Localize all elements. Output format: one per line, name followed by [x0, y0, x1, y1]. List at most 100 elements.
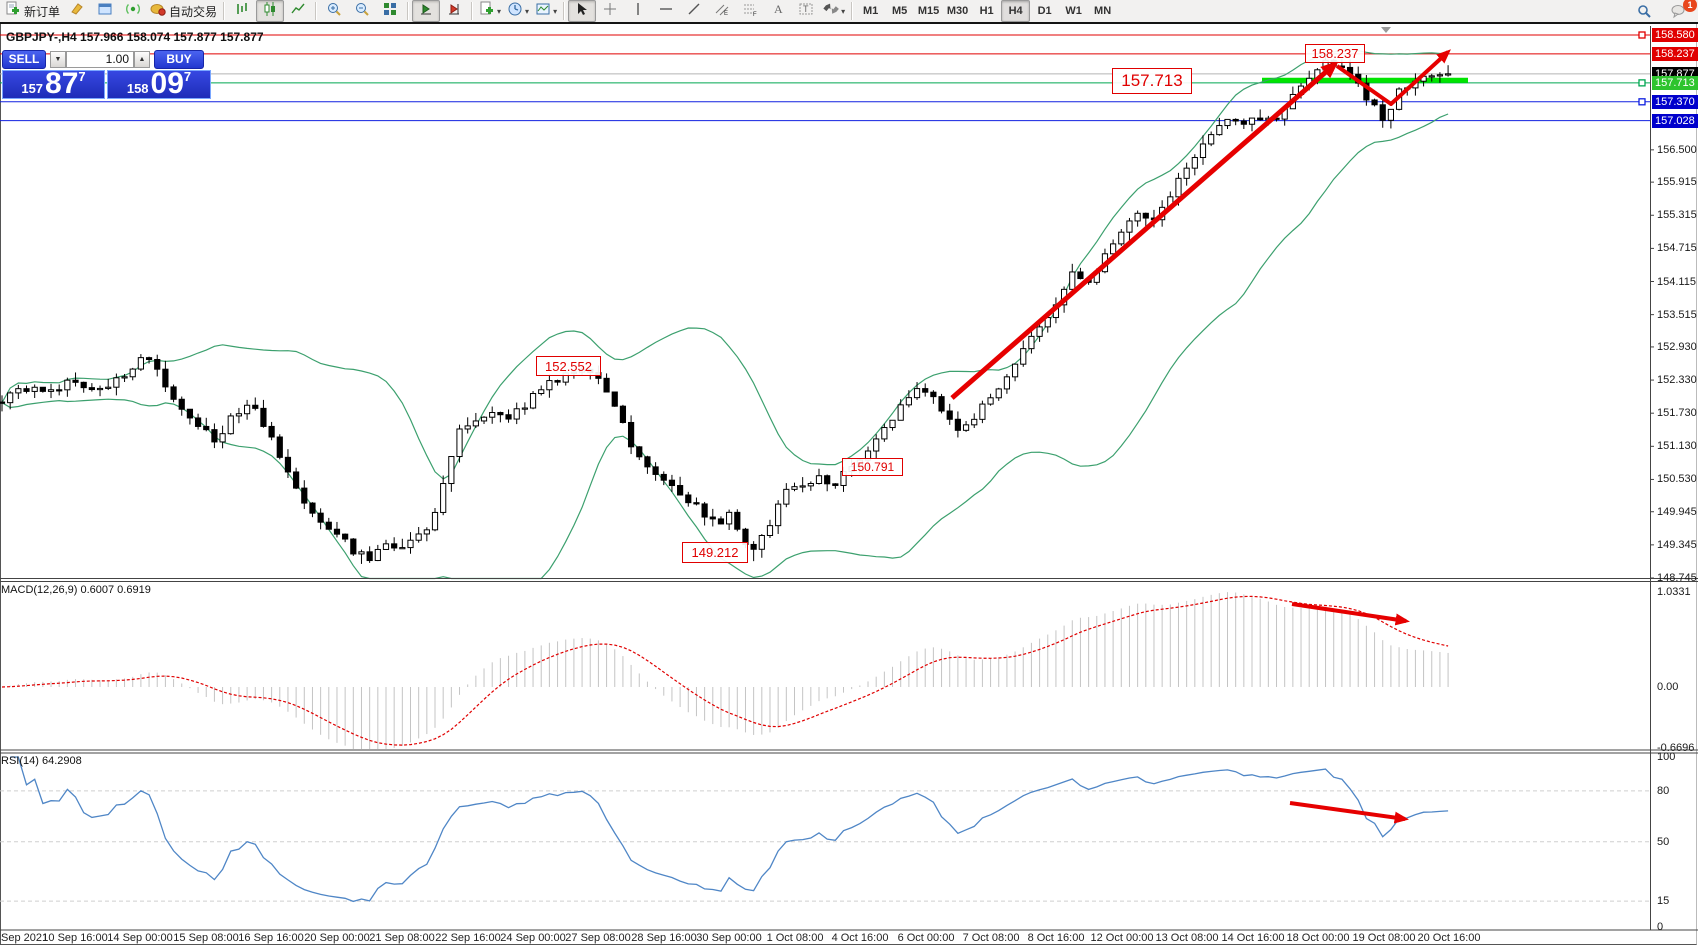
trend-arrow[interactable] — [1289, 801, 1409, 824]
timeframe-h4[interactable]: H4 — [1001, 0, 1031, 22]
horizontal-line-tool-button[interactable] — [652, 0, 680, 22]
svg-text:A: A — [774, 2, 783, 16]
bar-chart-button[interactable] — [228, 0, 256, 22]
line-handle[interactable] — [1638, 31, 1646, 39]
timeframe-m15[interactable]: M15 — [917, 5, 940, 17]
sell-price-sup: 7 — [78, 69, 86, 84]
date-axis-label: 16 Sep 16:00 — [238, 932, 304, 944]
timeframe-m30[interactable]: M30 — [946, 5, 969, 17]
line-handle[interactable] — [1638, 79, 1646, 87]
date-axis-label: 6 Oct 00:00 — [897, 932, 955, 944]
trend-arrow[interactable] — [1335, 49, 1451, 106]
sell-button[interactable]: SELL — [2, 49, 46, 69]
trendline-tool-button[interactable] — [680, 0, 708, 22]
templates-button[interactable]: ▾ — [532, 0, 560, 22]
sell-price-box[interactable]: 157 87 7 — [2, 67, 105, 100]
zoom-out-button[interactable] — [348, 0, 376, 22]
market-watch-button[interactable] — [91, 0, 119, 22]
line-chart-button[interactable] — [284, 0, 312, 22]
search-button[interactable] — [1630, 2, 1658, 24]
rsi-axis-tick: 0 — [1657, 920, 1664, 933]
search-icon — [1636, 3, 1652, 24]
fibonacci-tool-button[interactable]: F — [736, 0, 764, 22]
indicators-button[interactable]: ▾ — [476, 0, 504, 22]
timeframe-group: M1 M5 M15 M30 H1 H4 D1 W1 MN — [856, 0, 1117, 22]
volume-input[interactable]: 1.00 — [66, 50, 134, 68]
text-label-tool-button[interactable]: T — [792, 0, 820, 22]
price-annotation[interactable]: 149.212 — [682, 542, 748, 563]
price-level-label: 157.028 — [1652, 113, 1698, 128]
channel-tool-button[interactable]: E — [708, 0, 736, 22]
price-axis-tick: 155.915 — [1657, 176, 1697, 189]
vertical-line-icon — [630, 1, 646, 22]
trend-arrow[interactable] — [950, 60, 1339, 400]
price-axis-tick: 149.345 — [1657, 538, 1697, 551]
date-axis-label: 14 Sep 00:00 — [107, 932, 173, 944]
rsi-axis-tick: 100 — [1657, 751, 1676, 763]
line-handle[interactable] — [1638, 98, 1646, 106]
timeframe-d1[interactable]: D1 — [1037, 5, 1052, 17]
candlestick-chart-button[interactable] — [256, 0, 285, 22]
timeframe-w1[interactable]: W1 — [1065, 5, 1082, 17]
buy-price-box[interactable]: 158 09 7 — [107, 69, 211, 99]
rsi-axis-tick: 80 — [1657, 784, 1670, 797]
price-axis-tick: 154.115 — [1657, 275, 1696, 288]
price-level-label: 157.713 — [1652, 75, 1698, 90]
chart-shift-icon — [446, 1, 462, 22]
date-axis-label: 18 Oct 00:00 — [1286, 932, 1350, 944]
cursor-tool-button[interactable] — [568, 0, 597, 22]
crosshair-tool-button[interactable] — [596, 0, 624, 22]
price-axis-tick: 148.745 — [1657, 571, 1697, 584]
tile-windows-button[interactable] — [376, 0, 404, 22]
new-order-icon — [5, 1, 21, 22]
buy-price-small: 158 — [126, 81, 149, 96]
date-axis-label: 15 Sep 08:00 — [173, 932, 239, 944]
date-axis-label: 24 Sep 00:00 — [500, 932, 566, 944]
price-annotation[interactable]: 150.791 — [842, 458, 903, 476]
arrows-icon — [823, 1, 839, 22]
timeframe-mn[interactable]: MN — [1094, 5, 1112, 17]
equidistant-channel-icon: E — [714, 1, 730, 22]
timeframe-h1[interactable]: H1 — [979, 5, 994, 17]
rsi-axis-tick: 15 — [1657, 895, 1670, 908]
macd-signal-line — [1, 595, 1449, 746]
bar-chart-icon — [234, 1, 250, 22]
date-axis-label: 20 Oct 16:00 — [1417, 932, 1481, 944]
periods-clock-button[interactable]: ▾ — [504, 0, 532, 22]
new-order-button[interactable]: 新订单 — [2, 0, 63, 22]
rsi-axis-tick: 50 — [1657, 835, 1670, 848]
vertical-line-tool-button[interactable] — [624, 0, 652, 22]
signals-button[interactable] — [119, 0, 147, 22]
price-axis-tick: 152.330 — [1657, 374, 1697, 387]
macd-axis-tick: -0.6696 — [1657, 742, 1695, 754]
timeframe-m5[interactable]: M5 — [891, 5, 908, 17]
arrows-tool-button[interactable]: ▾ — [820, 0, 848, 22]
chart-shift-button[interactable] — [440, 0, 468, 22]
highlight-tool-button[interactable] — [63, 0, 91, 22]
zoom-in-button[interactable] — [320, 0, 348, 22]
volume-increase-button[interactable]: ▲ — [134, 50, 150, 68]
zoom-out-icon — [354, 1, 370, 22]
price-annotation[interactable]: 158.237 — [1305, 44, 1365, 63]
auto-scroll-button[interactable] — [412, 0, 441, 22]
text-tool-button[interactable]: A — [764, 0, 792, 22]
auto-trading-button[interactable]: 自动交易 — [147, 0, 220, 22]
auto-trading-icon — [150, 1, 166, 22]
price-annotation[interactable]: 157.713 — [1112, 68, 1192, 94]
macd-histogram — [9, 592, 1449, 749]
volume-decrease-button[interactable]: ▼ — [50, 50, 66, 68]
trend-arrow[interactable] — [1291, 602, 1410, 626]
timeframe-m1[interactable]: M1 — [862, 5, 879, 17]
price-level-label: 158.237 — [1652, 46, 1698, 61]
buy-button[interactable]: BUY — [154, 49, 204, 69]
price-axis-tick: 155.315 — [1657, 209, 1697, 222]
sell-price-big: 87 — [45, 67, 79, 100]
bollinger-upper-band — [1, 49, 1449, 480]
notifications-button[interactable]: 1 — [1664, 0, 1697, 24]
rsi-label: RSI(14) 64.2908 — [1, 755, 82, 767]
candlestick-icon — [262, 1, 278, 22]
auto-scroll-icon — [418, 1, 434, 22]
macd-axis-tick: 0.00 — [1657, 681, 1679, 693]
price-annotation[interactable]: 152.552 — [536, 356, 601, 376]
